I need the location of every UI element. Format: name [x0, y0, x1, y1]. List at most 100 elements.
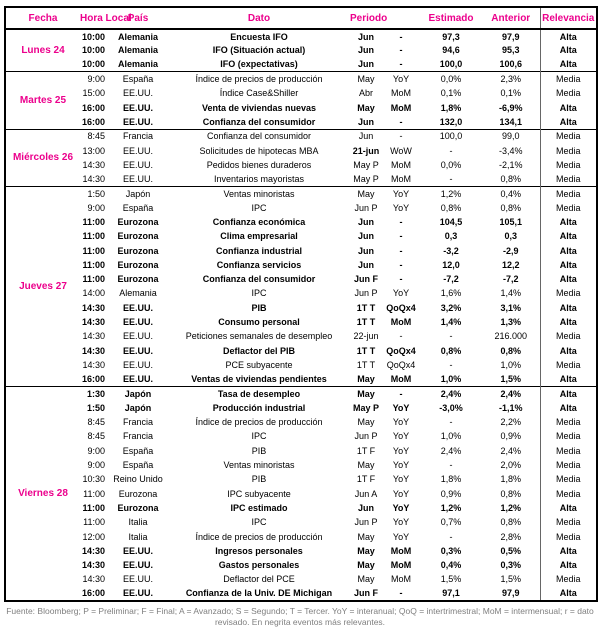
table-row: 10:00 Alemania IFO (Situación actual) Jun - 9…	[5, 43, 597, 58]
column-header-periodo: Periodo	[350, 7, 387, 30]
table-row: Viernes 28 1:30 Japón Tasa de desempleo May -…	[5, 385, 597, 601]
cell-anterior: 0,3	[504, 231, 517, 242]
cell-relevancia: Alta	[539, 229, 597, 244]
cell-frecuencia: YoY	[382, 185, 420, 201]
cell-periodo: 1T T	[356, 317, 376, 328]
cell-estimado: 1,2%	[440, 502, 462, 513]
cell-hora-local: 8:45	[87, 417, 105, 428]
cell-dato: Deflactor del PCE	[223, 574, 295, 585]
cell-relevancia: Alta	[539, 272, 597, 287]
cell-hora-local: 14:30	[82, 159, 105, 170]
cell-relevancia: Alta	[539, 586, 597, 601]
cell-dato: Confianza del consumidor	[168, 128, 350, 144]
column-header-hora-local: Hora Local	[80, 7, 132, 30]
cell-anterior: 2,3%	[482, 71, 540, 87]
cell-estimado: -7,2	[443, 274, 459, 285]
table-row: 14:30 EE.UU. Inventarios mayoristas May P Mo…	[5, 171, 597, 187]
source-note: Fuente: Bloomberg; P = Preliminar; F = F…	[6, 605, 594, 627]
table-body: Lunes 24 10:00 Alemania Encuesta IFO Jun -97,…	[5, 28, 597, 601]
cell-periodo: Jun	[357, 59, 374, 70]
table-row: Lunes 24 10:00 Alemania Encuesta IFO Jun -97,…	[5, 28, 597, 72]
cell-hora-local: 15:00	[82, 88, 105, 99]
cell-anterior: 0,8%	[500, 173, 521, 184]
table-row: 14:30 EE.UU. Ingresos personales May MoM 0,3%…	[5, 543, 597, 558]
cell-relevancia: Alta	[539, 314, 597, 330]
cell-relevancia: Media	[539, 429, 597, 444]
cell-relevancia: Media	[539, 457, 597, 473]
cell-dato: Ingresos personales	[215, 545, 303, 556]
cell-relevancia: Alta	[539, 557, 597, 573]
cell-anterior: 0,4%	[482, 185, 540, 201]
cell-anterior: 0,1%	[500, 88, 521, 99]
cell-anterior: 0,5%	[500, 545, 521, 556]
cell-relevancia: Alta	[539, 500, 597, 516]
cell-frecuencia: QoQx4	[386, 359, 416, 370]
cell-hora-local: 9:00	[87, 445, 105, 456]
cell-anterior: 105,1	[499, 217, 523, 227]
cell-frecuencia: MoM	[391, 173, 411, 184]
table-row: 16:00 EE.UU. Confianza del consumidor Jun - 1…	[5, 114, 597, 130]
cell-estimado: -	[449, 531, 453, 542]
table-row: 11:00 Eurozona IPC estimado Jun YoY 1,2% 1,2% A…	[5, 500, 597, 516]
cell-estimado: 97,1	[442, 588, 460, 599]
cell-estimado: 1,2%	[420, 185, 482, 201]
cell-relevancia: Media	[539, 86, 597, 101]
cell-dato: Confianza industrial	[215, 245, 302, 256]
cell-estimado: 100,0	[420, 128, 482, 144]
cell-dato: IPC	[251, 288, 267, 299]
cell-periodo: May	[357, 574, 375, 585]
table-row: Jueves 27 1:50 Japón Ventas minoristas May Yo…	[5, 185, 597, 387]
cell-relevancia: Media	[539, 329, 597, 344]
cell-dato: Confianza del consumidor	[202, 116, 316, 127]
cell-hora-local: 11:00	[82, 259, 105, 270]
cell-anterior: 1,5%	[500, 374, 521, 385]
table-row: 10:00 Alemania IFO (expectativas) Jun - 100,0…	[5, 57, 597, 72]
cell-anterior: 216.000	[494, 331, 528, 342]
cell-estimado: 1,5%	[440, 574, 462, 585]
cell-relevancia: Media	[539, 415, 597, 430]
cell-dato: Confianza de la Univ. DE Michigan	[185, 588, 333, 599]
cell-dato: IFO (Situación actual)	[212, 45, 306, 56]
cell-frecuencia: YoY	[392, 460, 410, 471]
cell-estimado: -	[449, 417, 453, 428]
cell-anterior: 12,2	[501, 259, 520, 270]
header-row: Fecha Hora Local País Dato Periodo Estim…	[5, 7, 597, 30]
cell-estimado: 0,8%	[440, 345, 462, 356]
cell-pais: EE.UU.	[122, 560, 153, 571]
cell-frecuencia: -	[399, 331, 403, 342]
cell-relevancia: Alta	[539, 114, 597, 130]
cell-frecuencia: QoQx4	[386, 345, 416, 356]
cell-anterior: 1,8%	[500, 474, 521, 485]
cell-hora-local: 8:45	[80, 128, 108, 144]
cell-hora-local: 10:00	[80, 28, 108, 44]
cell-relevancia: Alta	[539, 385, 597, 401]
table-row: 9:00 España Ventas minoristas May YoY - 2,0% Me…	[5, 457, 597, 473]
cell-anterior: 95,3	[501, 45, 520, 56]
cell-periodo: 1T T	[356, 359, 376, 370]
cell-relevancia: Media	[539, 185, 597, 201]
cell-pais: EE.UU.	[122, 345, 153, 356]
cell-hora-local: 1:50	[86, 402, 105, 413]
cell-hora-local: 16:00	[81, 102, 105, 113]
cell-pais: Japón	[124, 402, 152, 413]
cell-frecuencia: YoY	[392, 417, 410, 428]
cell-pais: Japón	[108, 385, 168, 401]
cell-estimado: 97,3	[420, 28, 482, 44]
cell-estimado: 0,1%	[440, 88, 462, 99]
cell-relevancia: Alta	[539, 57, 597, 72]
cell-hora-local: 16:00	[81, 374, 105, 385]
cell-hora-local: 14:30	[82, 173, 105, 184]
cell-anterior: -2,9	[502, 245, 519, 256]
table-row: 14:30 EE.UU. Pedidos bienes duraderos May P…	[5, 157, 597, 172]
cell-dato: Producción industrial	[212, 402, 306, 413]
table-row: 9:00 España PIB 1T F YoY 2,4% 2,4% Media	[5, 443, 597, 458]
table-row: 11:00 Eurozona Confianza económica Jun - 104,…	[5, 214, 597, 230]
cell-hora-local: 14:30	[81, 317, 105, 328]
cell-dato: PIB	[251, 445, 267, 456]
cell-pais: EE.UU.	[122, 574, 153, 585]
cell-dato: Ventas minoristas	[223, 460, 295, 471]
day-label: Viernes 28	[5, 385, 80, 601]
cell-pais: Eurozona	[117, 217, 159, 227]
cell-relevancia: Media	[539, 157, 597, 172]
cell-relevancia: Alta	[539, 43, 597, 58]
